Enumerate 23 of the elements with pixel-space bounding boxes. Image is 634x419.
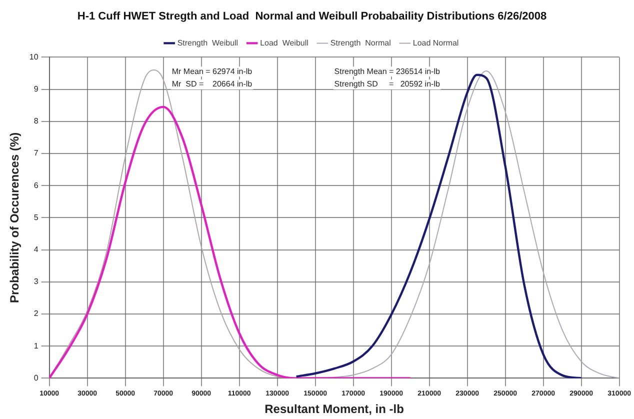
y-tick-label: 7 [34,148,39,158]
chart-title: H-1 Cuff HWET Stregth and Load Normal and Weibull Probabaility Distributions 6/26/2008 [77,10,547,23]
y-tick-label: 9 [34,84,39,94]
y-tick-label: 4 [34,245,39,254]
y-tick-label: 6 [34,180,39,190]
annotation: Mr Mean = 62974 in-lb [172,66,253,76]
y-tick-label: 5 [34,212,39,222]
annotation: Strength Mean = 236514 in-lb [334,66,440,76]
legend-label: Strength Weibull [177,38,238,48]
legend-label: Load Normal [412,38,459,48]
y-tick-label: 8 [34,116,39,126]
legend-label: Strength Normal [330,38,392,48]
annotation: Strength SD = 20592 in-lb [334,80,440,89]
y-tick-label: 0 [34,373,39,382]
y-axis-title: Probability of Occurences (%) [8,132,22,304]
y-tick-label: 2 [34,309,39,318]
legend-label: Load Weibull [260,38,309,48]
y-tick-label: 10 [29,52,39,62]
annotation: Mr SD = 20664 in-lb [172,80,253,89]
y-tick-label: 3 [34,277,39,286]
y-tick-label: 1 [34,341,39,350]
line-series [49,106,412,378]
x-axis-title: Resultant Moment, in -lb [264,402,404,416]
